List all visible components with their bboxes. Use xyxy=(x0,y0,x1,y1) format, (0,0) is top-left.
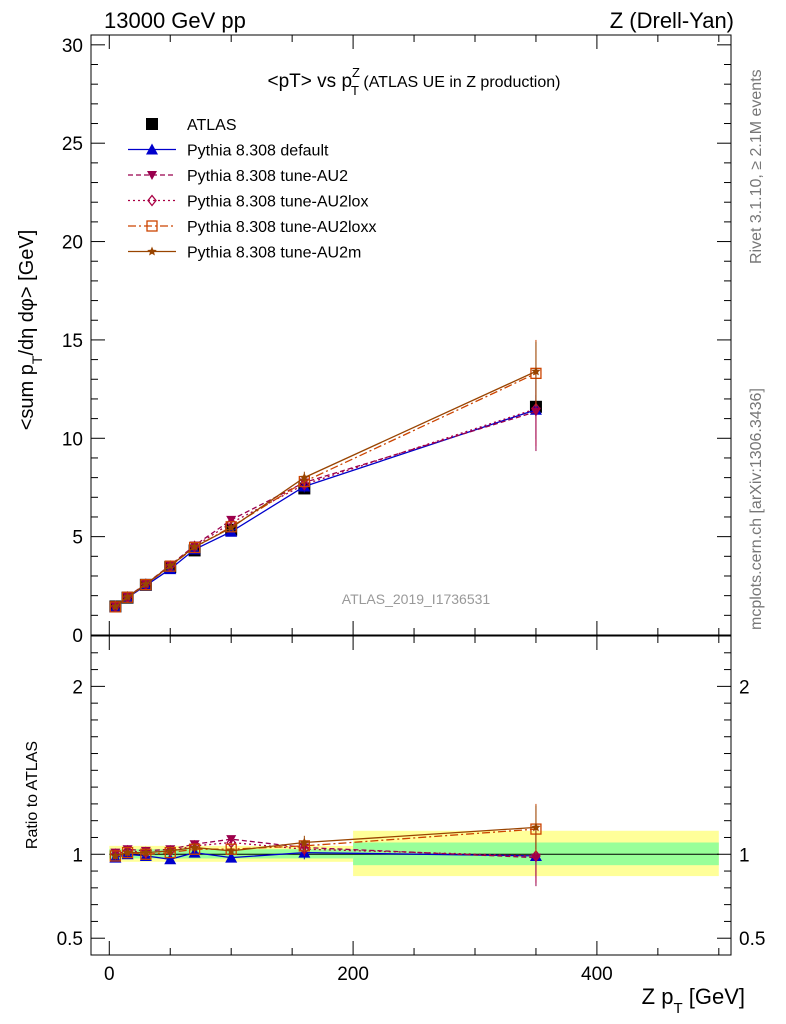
legend-label: ATLAS xyxy=(187,117,237,134)
main-y-tick-label: 30 xyxy=(62,36,83,57)
series-line xyxy=(115,409,537,608)
header-process: Z (Drell-Yan) xyxy=(610,8,734,33)
analysis-watermark: ATLAS_2019_I1736531 xyxy=(342,591,491,607)
legend-label: Pythia 8.308 tune-AU2 xyxy=(187,168,348,185)
ratio-data-point xyxy=(109,850,122,862)
legend-marker xyxy=(147,171,157,180)
rivet-label: Rivet 3.1.10, ≥ 2.1M events xyxy=(748,69,765,264)
ratio-series-line xyxy=(115,826,537,857)
main-plot-panel: 0 5 10 15 20 25 30 <pT> vs pZ T (ATLAS UE in Z … xyxy=(16,34,732,647)
legend-label: Pythia 8.308 tune-AU2loxx xyxy=(187,219,376,236)
series-pythia-8-308-default xyxy=(109,380,542,613)
ratio-data-point xyxy=(189,842,200,852)
legend-marker xyxy=(147,194,157,207)
main-y-tick-label: 15 xyxy=(62,331,83,352)
ratio-data-point xyxy=(225,851,238,863)
main-y-axis-label: <sum pT/dη dφ> [GeV] xyxy=(16,230,45,431)
main-y-tick-label: 0 xyxy=(72,626,83,647)
ratio-data-point xyxy=(122,847,133,857)
ratio-y-tick-label: 0.5 xyxy=(57,929,83,950)
main-y-ticks: 0 5 10 15 20 25 30 xyxy=(62,36,731,647)
data-point xyxy=(189,541,200,551)
ratio-y-tick-label: 1 xyxy=(72,845,83,866)
series-line xyxy=(114,411,537,607)
series-pythia-8-308-tune-au2m xyxy=(110,341,541,611)
series-line xyxy=(114,370,537,608)
ratio-data-point xyxy=(226,845,236,855)
main-y-tick-label: 25 xyxy=(62,134,83,155)
legend-item: Pythia 8.308 tune-AU2lox xyxy=(128,194,368,211)
main-y-tick-label: 5 xyxy=(72,528,83,549)
data-point xyxy=(110,601,121,611)
legend-marker xyxy=(146,118,158,130)
header-energy: 13000 GeV pp xyxy=(104,8,246,33)
x-tick-label: 0 xyxy=(104,964,115,985)
plot-title-suffix: (ATLAS UE in Z production) xyxy=(359,74,561,91)
legend-item: ATLAS xyxy=(146,117,237,134)
data-point xyxy=(226,522,236,532)
series-line xyxy=(114,372,537,608)
ratio-plot-panel: 0.5 0.5 1 1 2 2 0 200 400 Ratio to ATLAS Z pT [… xyxy=(24,635,765,1017)
ratio-data-point xyxy=(110,850,121,860)
x-tick-label: 200 xyxy=(337,964,369,985)
series-line xyxy=(115,408,537,608)
x-tick-label: 400 xyxy=(581,964,613,985)
plot-title-sub: T xyxy=(351,83,359,98)
ratio-series-group xyxy=(109,803,542,887)
main-y-tick-label: 10 xyxy=(62,429,83,450)
plot-title-main: <pT> vs p xyxy=(268,71,353,92)
plot-title-sup: Z xyxy=(352,65,360,80)
data-point xyxy=(165,560,175,570)
mcplots-label: mcplots.cern.ch [arXiv:1306.3436] xyxy=(748,388,765,630)
legend-item: Pythia 8.308 tune-AU2 xyxy=(128,168,348,185)
data-point xyxy=(226,515,237,525)
main-x-ticks xyxy=(108,35,720,635)
plot-title: <pT> vs pZ T (ATLAS UE in Z production) xyxy=(268,65,561,98)
ratio-series-line xyxy=(115,828,537,857)
ratio-data-point xyxy=(165,845,175,855)
legend-item: Pythia 8.308 tune-AU2loxx xyxy=(128,219,376,236)
data-point xyxy=(299,472,310,482)
ratio-y-tick-label-right: 1 xyxy=(739,845,750,866)
ratio-data-point xyxy=(531,822,541,832)
ratio-x-ticks: 0 200 400 xyxy=(104,636,720,985)
ratio-data-point xyxy=(531,849,541,862)
ratio-series-pythia-8-308-tune-au2m xyxy=(110,805,541,860)
ratio-y-axis-label: Ratio to ATLAS xyxy=(24,741,41,849)
legend-item: Pythia 8.308 default xyxy=(128,143,329,160)
main-y-tick-label: 20 xyxy=(62,233,83,254)
ratio-y-tick-label-right: 0.5 xyxy=(739,929,765,950)
ratio-y-ticks: 0.5 0.5 1 1 2 2 xyxy=(57,652,765,950)
ratio-data-point xyxy=(141,847,151,857)
legend-marker xyxy=(147,246,157,256)
ratio-y-tick-label-right: 2 xyxy=(739,677,750,698)
legend-label: Pythia 8.308 tune-AU2lox xyxy=(187,194,368,211)
legend-marker xyxy=(146,220,158,232)
ratio-data-point xyxy=(299,843,310,856)
data-point xyxy=(122,592,133,602)
series-pythia-8-308-tune-au2lox xyxy=(110,371,541,613)
x-axis-label: Z pT [GeV] xyxy=(642,984,745,1017)
ratio-plot-frame xyxy=(90,635,732,956)
data-point xyxy=(141,579,151,589)
legend-item: Pythia 8.308 tune-AU2m xyxy=(128,245,361,262)
main-plot-frame xyxy=(90,34,732,636)
data-point xyxy=(531,366,541,376)
series-pythia-8-308-tune-au2 xyxy=(110,372,541,612)
ratio-y-tick-label: 2 xyxy=(72,677,83,698)
legend: ATLAS Pythia 8.308 default Pythia 8.308 tu… xyxy=(128,117,376,262)
legend-marker xyxy=(146,143,158,155)
ratio-data-point xyxy=(299,837,310,847)
data-point xyxy=(225,521,237,533)
legend-label: Pythia 8.308 default xyxy=(187,143,329,160)
main-series-group xyxy=(109,339,542,613)
ratio-data-point xyxy=(164,853,177,865)
series-atlas xyxy=(109,395,542,613)
data-point xyxy=(531,402,541,415)
legend-label: Pythia 8.308 tune-AU2m xyxy=(187,245,361,262)
